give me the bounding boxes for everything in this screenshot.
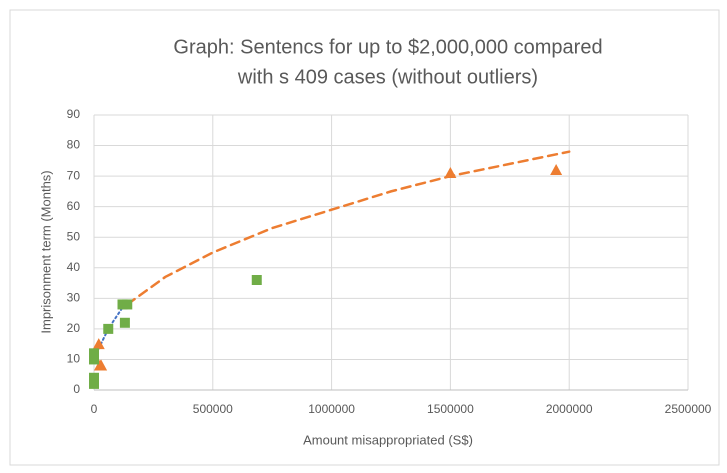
- point: [550, 164, 563, 175]
- point: [92, 338, 105, 350]
- y-tick-label: 70: [67, 168, 81, 182]
- y-tick-label: 50: [67, 229, 81, 243]
- point: [89, 378, 99, 389]
- chart-title: Graph: Sentencs for up to $2,000,000 com…: [173, 36, 602, 58]
- point: [119, 317, 130, 328]
- trendline: [126, 150, 571, 306]
- y-tick-label: 80: [67, 138, 81, 152]
- x-axis-label: Amount misappropriated (S$): [303, 432, 473, 447]
- y-tick-label: 30: [67, 291, 81, 305]
- point: [103, 323, 114, 334]
- point: [251, 275, 262, 285]
- point: [89, 354, 99, 365]
- x-tick-label: 500000: [193, 402, 233, 416]
- y-tick-label: 60: [67, 199, 81, 213]
- x-tick-label: 0: [91, 402, 98, 416]
- x-tick-label: 2000000: [546, 402, 593, 416]
- x-tick-label: 1500000: [427, 402, 474, 416]
- point: [95, 359, 108, 371]
- point: [122, 299, 133, 310]
- y-tick-label: 0: [73, 382, 80, 396]
- y-axis-label: Imprisonment term (Months): [38, 170, 53, 333]
- point: [444, 167, 457, 179]
- chart-title: with s 409 cases (without outliers): [237, 66, 538, 88]
- y-tick-label: 40: [67, 260, 81, 274]
- x-tick-label: 2500000: [665, 402, 712, 416]
- y-tick-label: 10: [67, 352, 81, 366]
- x-tick-label: 1000000: [308, 402, 355, 416]
- y-tick-label: 90: [67, 107, 81, 121]
- y-tick-label: 20: [67, 321, 81, 335]
